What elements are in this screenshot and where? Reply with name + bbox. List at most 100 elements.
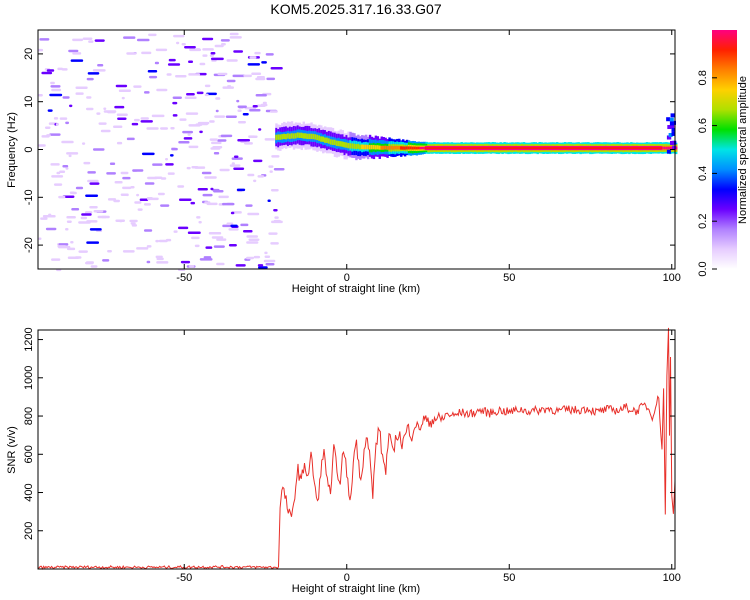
- spectrogram-signal-cell: [419, 146, 422, 150]
- spectrogram-noise-blob: [220, 39, 230, 42]
- spectrogram-signal-cell: [322, 136, 325, 142]
- spectrogram-noise-blob: [186, 166, 191, 170]
- spectrogram-noise-blob: [204, 84, 211, 88]
- snr-xtick-label: 100: [663, 572, 681, 584]
- spectrogram-noise-blob: [75, 92, 84, 95]
- spectrogram-signal-cell: [421, 146, 424, 150]
- spectrogram-ytick-label: -20: [23, 237, 35, 253]
- spectrogram-noise-blob: [229, 32, 239, 36]
- spectrogram-noise-blob: [141, 152, 155, 156]
- spectrogram-signal-cell: [394, 145, 397, 150]
- spectrogram-noise-blob: [49, 133, 61, 136]
- spectrogram-noise-blob: [182, 130, 194, 134]
- spectrogram-noise-blob: [115, 84, 128, 88]
- spectrogram-noise-blob: [152, 163, 163, 166]
- spectrogram-noise-blob: [188, 145, 199, 149]
- colorbar-gradient: [712, 30, 737, 269]
- spectrogram-noise-blob: [173, 230, 178, 233]
- spectrogram-noise-blob: [208, 232, 222, 235]
- spectrogram-noise-blob: [62, 165, 69, 168]
- spectrogram-signal-cell: [407, 146, 411, 150]
- spectrogram-noise-blob: [59, 117, 68, 120]
- spectrogram-signal-cell: [312, 133, 315, 140]
- spectrogram-noise-blob: [61, 140, 74, 144]
- spectrogram-noise-blob: [66, 220, 72, 224]
- spectrogram-signal-cell: [335, 140, 339, 146]
- spectrogram-noise-blob: [167, 63, 181, 66]
- snr-panel: -50 0 50 100 200 400 600 800 1000 1200 Height of…: [6, 327, 681, 595]
- spectrogram-noise-blob: [109, 162, 116, 166]
- spectrogram-noise-blob: [140, 120, 153, 123]
- spectrogram-signal-cell: [355, 144, 358, 150]
- spectrogram-signal-cell: [349, 143, 352, 149]
- spectrogram-noise-blob: [118, 89, 131, 93]
- spectrogram-noise-blob: [55, 123, 59, 126]
- spectrogram-signal-cell: [376, 145, 380, 150]
- spectrogram-edge-blob: [671, 127, 676, 132]
- spectrogram-noise-blob: [213, 245, 225, 248]
- spectrogram-noise-blob: [165, 163, 174, 166]
- spectrogram-noise-blob: [49, 93, 63, 97]
- spectrogram-signal-cell: [294, 133, 298, 139]
- spectrogram-signal-cell: [398, 146, 401, 150]
- spectrogram-noise-blob: [269, 170, 273, 173]
- spectrogram-noise-blob: [177, 185, 185, 188]
- spectrogram-noise-blob: [149, 75, 158, 79]
- spectrogram-noise-blob: [233, 50, 244, 53]
- spectrogram-noise-blob: [133, 118, 140, 122]
- spectrogram-signal-cell: [359, 144, 362, 150]
- spectrogram-signal-cell: [341, 141, 344, 147]
- spectrogram-noise-blob: [246, 256, 255, 260]
- spectrogram-noise-blob: [205, 246, 213, 249]
- spectrogram-noise-blob: [46, 134, 51, 137]
- spectrogram-edge-blob: [667, 135, 672, 140]
- spectrogram-noise-blob: [148, 33, 157, 37]
- spectrogram-noise-blob: [217, 72, 228, 76]
- spectrogram-noise-blob: [86, 220, 98, 223]
- spectrogram-noise-blob: [255, 94, 267, 97]
- spectrogram-signal-cell: [357, 143, 360, 149]
- spectrogram-noise-blob: [251, 72, 262, 76]
- spectrogram-noise-blob: [58, 245, 71, 249]
- spectrogram-noise-blob: [169, 154, 174, 157]
- spectrogram-noise-blob: [260, 103, 268, 107]
- spectrogram-signal-cell: [368, 144, 372, 150]
- spectrogram-noise-blob: [141, 51, 152, 55]
- spectrogram-noise-blob: [45, 227, 57, 231]
- spectrogram-noise-blob: [219, 168, 230, 172]
- spectrogram-noise-blob: [85, 194, 99, 198]
- spectrogram-noise-blob: [103, 107, 107, 110]
- spectrogram-noise-blob: [70, 59, 84, 62]
- spectrogram-noise-blob: [254, 51, 261, 55]
- spectrogram-noise-blob: [74, 256, 82, 259]
- spectrogram-noise-blob: [181, 42, 186, 46]
- spectrogram-signal-cell: [415, 146, 419, 150]
- spectrogram-noise-blob: [146, 260, 151, 264]
- spectrogram-noise-blob: [191, 165, 199, 169]
- spectrogram-noise-blob: [129, 219, 138, 223]
- spectrogram-noise-blob: [242, 230, 253, 233]
- snr-xtick-label: 50: [503, 572, 515, 584]
- spectrogram-xtick-label: 100: [663, 272, 681, 284]
- spectrogram-noise-blob: [114, 105, 125, 109]
- spectrogram-noise-blob: [188, 60, 194, 64]
- spectrogram-noise-blob: [183, 137, 193, 140]
- spectrogram-signal-cell: [372, 144, 376, 150]
- spectrogram-noise-blob: [154, 176, 163, 179]
- spectrogram-noise-blob: [252, 105, 258, 108]
- spectrogram-noise-blob: [97, 215, 107, 219]
- spectrogram-noise-blob: [155, 239, 160, 243]
- spectrogram-signal-cell: [283, 133, 286, 140]
- spectrogram-signal-cell: [374, 145, 378, 150]
- spectrogram-noise-blob: [248, 135, 256, 138]
- spectrogram-noise-blob: [230, 211, 235, 215]
- spectrogram-noise-blob: [75, 186, 84, 190]
- spectrogram-noise-blob: [113, 125, 123, 129]
- spectrogram-noise-blob: [85, 261, 94, 264]
- spectrogram-signal-cell: [345, 142, 348, 148]
- spectrogram-noise-blob: [83, 161, 91, 165]
- spectrogram-noise-blob: [266, 77, 276, 81]
- spectrogram-noise-blob: [126, 137, 135, 141]
- spectrogram-noise-blob: [220, 134, 233, 138]
